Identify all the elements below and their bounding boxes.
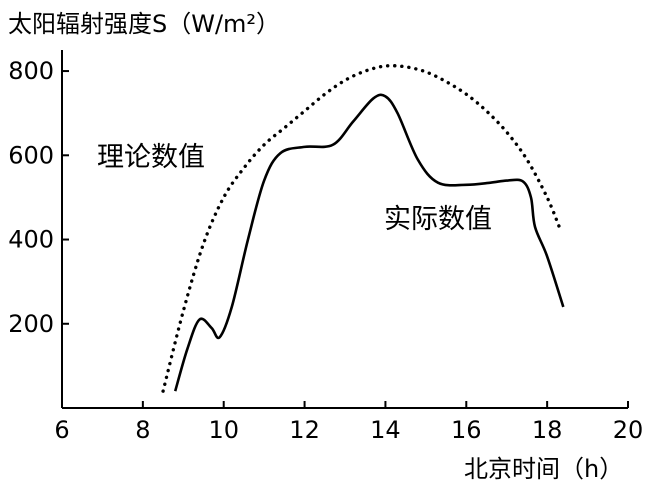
x-tick-label: 16 <box>451 416 482 444</box>
x-tick-label: 10 <box>208 416 239 444</box>
axes <box>61 50 628 409</box>
series-label-theoretical: 理论数值 <box>97 142 205 173</box>
y-axis-title: 太阳辐射强度S（W/m²） <box>8 10 280 38</box>
series-line-theoretical <box>161 63 561 393</box>
series-label-actual: 实际数值 <box>384 204 492 235</box>
y-tick-label: 400 <box>8 226 54 254</box>
x-tick-label: 14 <box>370 416 401 444</box>
series-line-actual <box>173 93 565 392</box>
y-tick-label: 200 <box>8 310 54 338</box>
x-axis-ticks: 6 8 10 12 14 16 18 20 <box>54 401 643 444</box>
x-tick-label: 12 <box>289 416 320 444</box>
y-axis-ticks: 200 400 600 800 <box>8 57 69 338</box>
y-tick-label: 600 <box>8 141 54 169</box>
x-tick-label: 18 <box>532 416 563 444</box>
y-tick-label: 800 <box>8 57 54 85</box>
x-tick-label: 8 <box>135 416 150 444</box>
x-tick-label: 20 <box>613 416 644 444</box>
x-axis-title: 北京时间（h） <box>464 455 623 483</box>
x-tick-label: 6 <box>54 416 69 444</box>
